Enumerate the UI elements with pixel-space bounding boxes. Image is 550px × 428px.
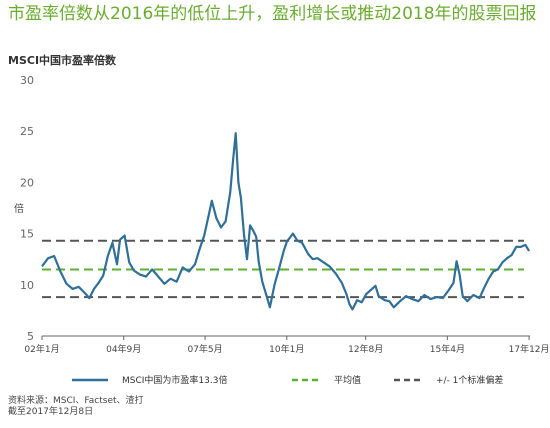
y-tick-label: 30 (20, 74, 34, 87)
x-tick-label: 04年9月 (106, 343, 141, 355)
x-tick-label: 12年8月 (348, 343, 383, 355)
x-tick-label: 10年1月 (269, 343, 304, 355)
legend-label: MSCI中国为市盈率13.3倍 (122, 374, 227, 386)
source-note: 资料来源：MSCI、Factset、渣打 截至2017年12月8日 (8, 396, 144, 418)
chart-title: 市盈率倍数从2016年的低位上升，盈利增长或推动2018年的股票回报 (8, 4, 537, 24)
y-tick-label: 15 (20, 228, 34, 241)
legend: MSCI中国为市盈率13.3倍 平均值 +/- 1个标准偏差 (72, 374, 503, 386)
pe-ratio-line (41, 132, 531, 311)
legend-label: +/- 1个标准偏差 (436, 374, 503, 386)
y-axis: 5 10 15 20 25 30 (20, 74, 34, 343)
x-tick-label: 17年12月 (509, 343, 550, 355)
y-tick-label: 20 (20, 176, 34, 189)
x-tick-label: 07年5月 (187, 343, 222, 355)
y-axis-label: 倍 (14, 202, 24, 215)
series-layer (41, 132, 531, 311)
reference-lines (42, 239, 524, 299)
y-tick-label: 10 (20, 279, 34, 292)
x-tick-label: 15年4月 (430, 343, 465, 355)
y-tick-label: 5 (27, 330, 34, 343)
legend-label: 平均值 (334, 374, 361, 386)
x-axis: 02年1月 04年9月 07年5月 10年1月 12年8月 15年4月 17年12月 (24, 335, 550, 355)
x-tick-label: 02年1月 (24, 343, 59, 355)
source-line: 资料来源：MSCI、Factset、渣打 (8, 396, 144, 406)
chart-subtitle: MSCI中国市盈率倍数 (8, 54, 117, 67)
y-tick-label: 25 (20, 125, 34, 138)
as-of-date: 截至2017年12月8日 (8, 407, 94, 417)
